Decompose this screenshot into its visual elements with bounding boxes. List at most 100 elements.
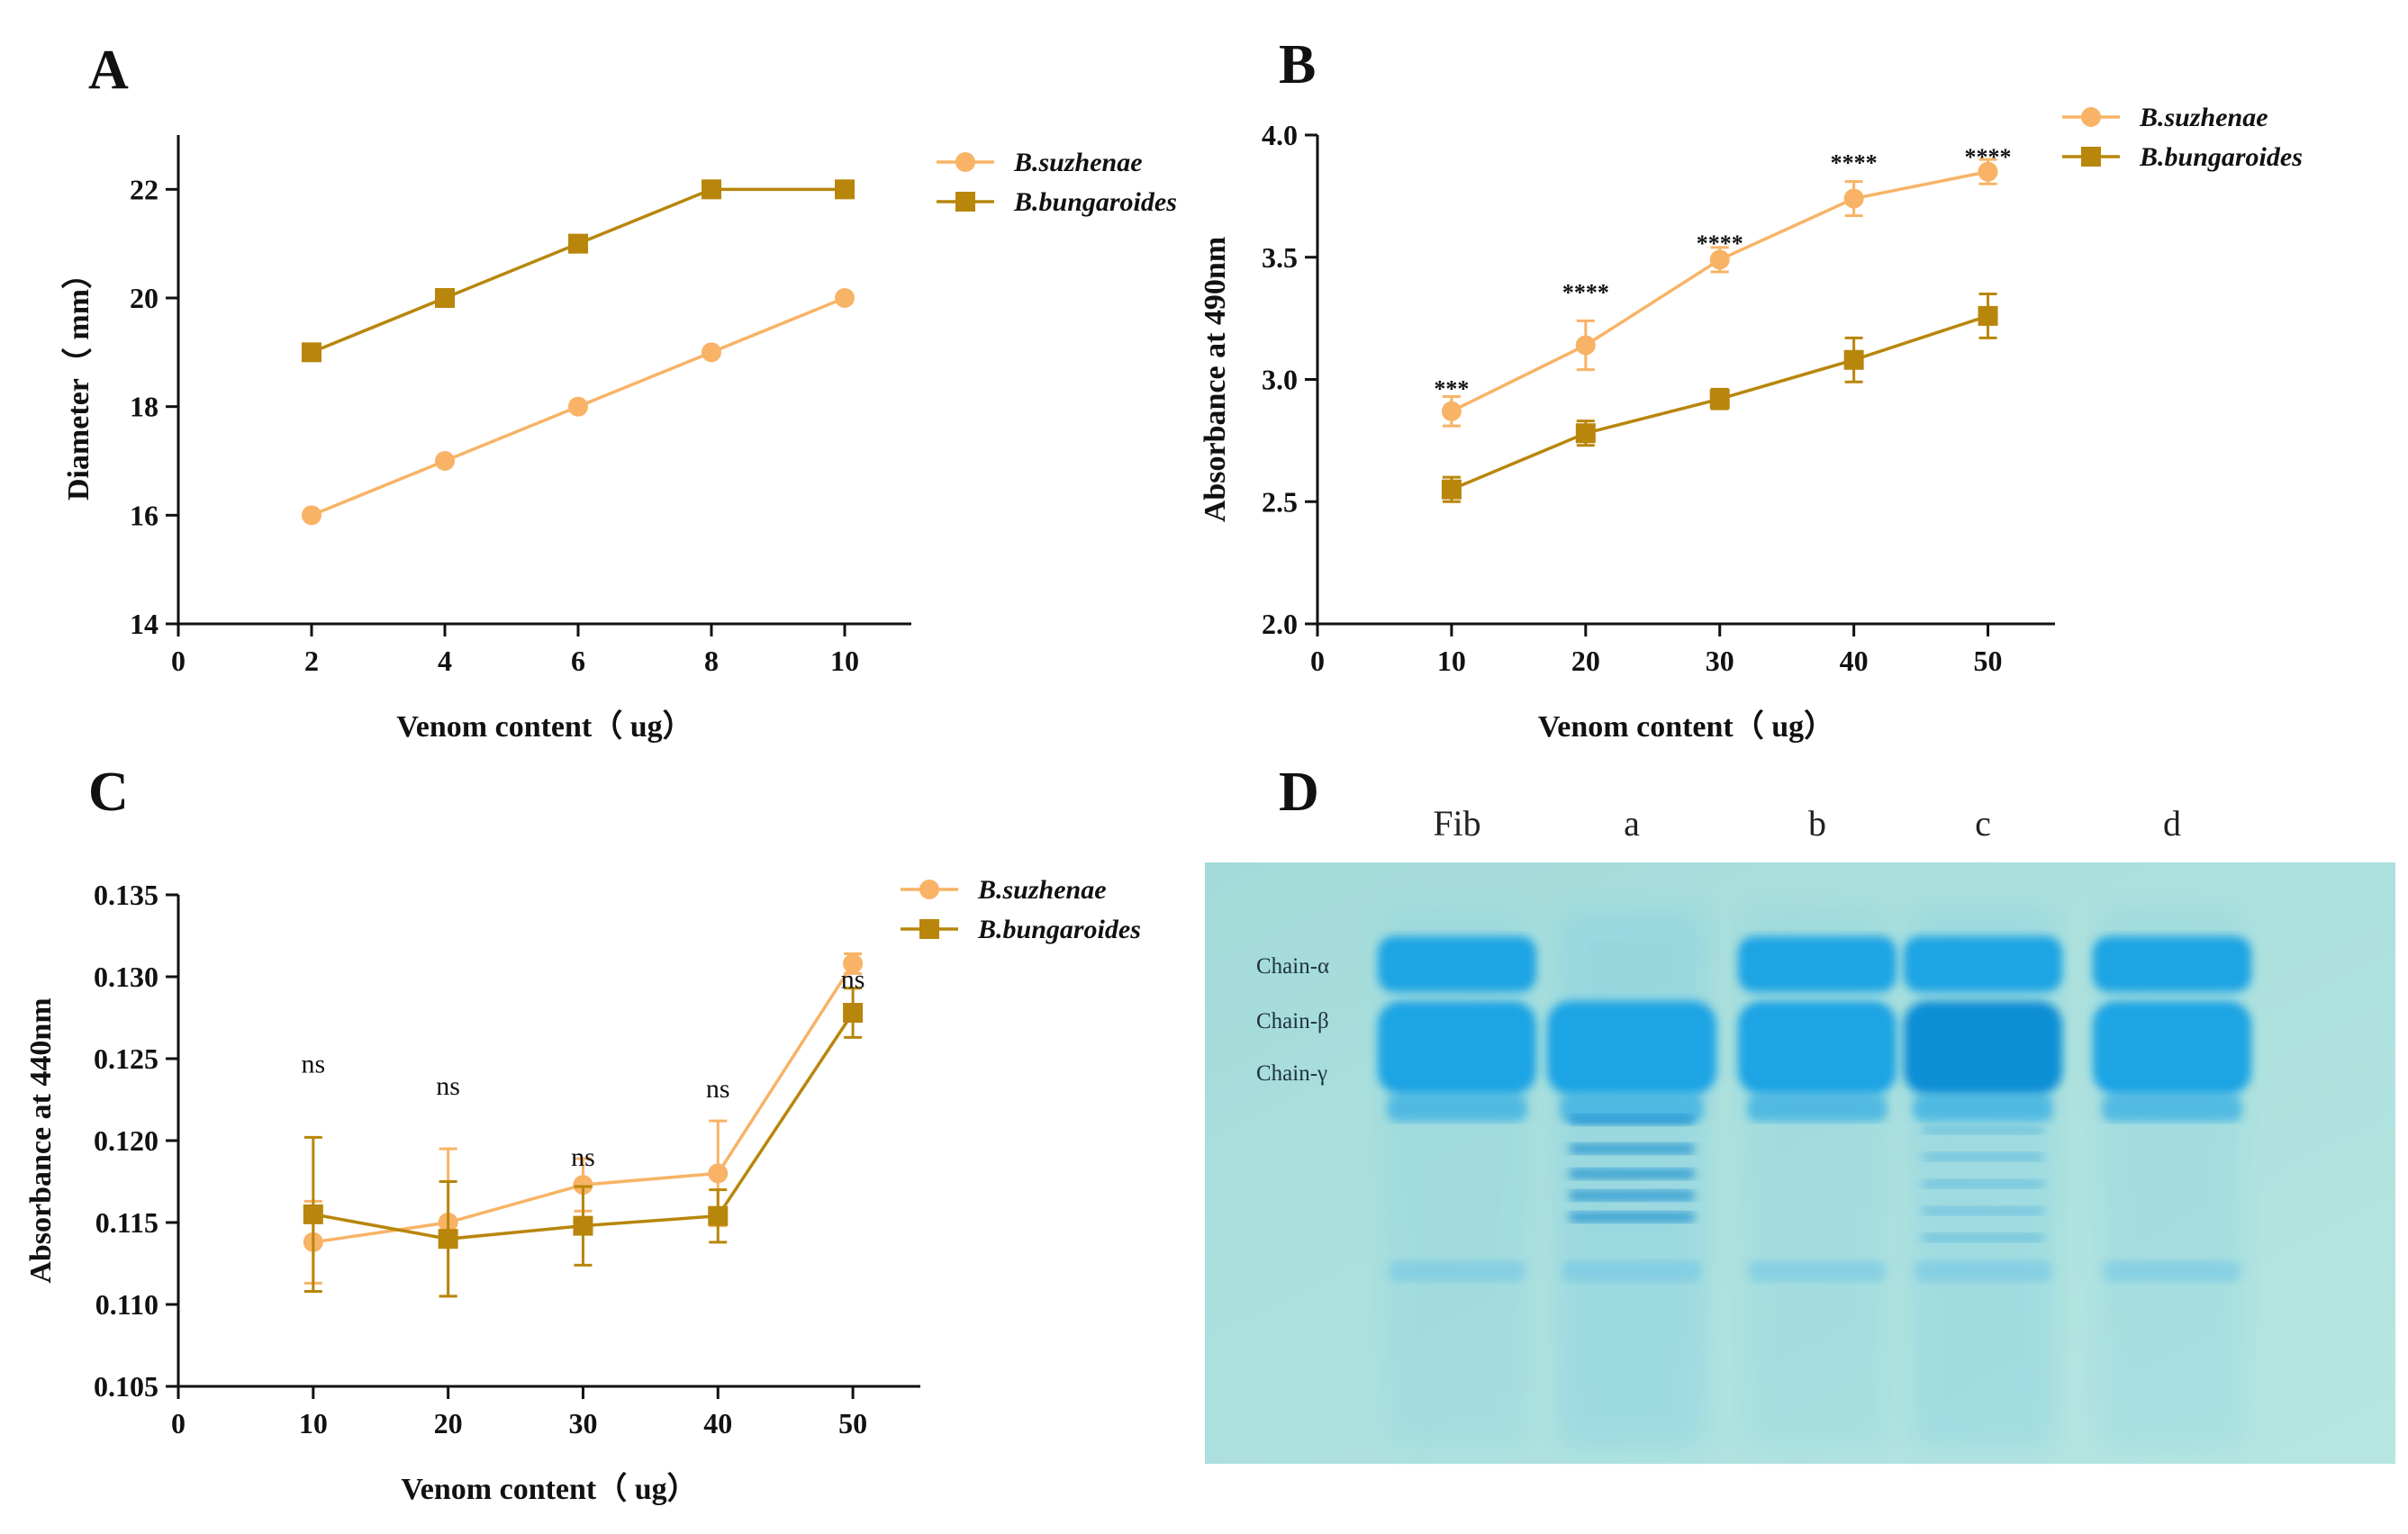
gel-band-sub xyxy=(1913,1095,2053,1122)
y-tick-label-c: 0.135 xyxy=(94,879,158,911)
chain-label-alpha: Chain-α xyxy=(1256,954,1329,979)
legend-label-b: B.bungaroides xyxy=(2139,142,2303,172)
point-suzhenae-a xyxy=(435,451,455,471)
x-tick-label-a: 8 xyxy=(704,645,719,677)
y-tick-label-b: 2.0 xyxy=(1262,608,1298,640)
y-axis-title-a: Diameter（ mm） xyxy=(60,258,95,501)
point-suzhenae-a xyxy=(702,342,721,363)
point-bungaroides-c xyxy=(573,1215,593,1236)
significance-label-b: **** xyxy=(1831,150,1878,176)
point-bungaroides-b xyxy=(1709,389,1730,410)
y-tick-label-c: 0.130 xyxy=(94,961,158,993)
point-bungaroides-c xyxy=(303,1204,323,1224)
significance-label-c: ns xyxy=(436,1071,460,1101)
y-tick-label-c: 0.110 xyxy=(95,1288,158,1321)
legend-item-suzhenae-a: B.suzhenae xyxy=(937,148,1143,177)
point-suzhenae-b xyxy=(1441,401,1462,421)
significance-label-c: ns xyxy=(301,1049,325,1078)
gel-low-band xyxy=(1915,1260,2051,1282)
point-bungaroides-a xyxy=(568,233,588,254)
x-tick-label-c: 30 xyxy=(568,1407,597,1439)
x-tick-label-a: 6 xyxy=(571,645,585,677)
y-tick-label-a: 16 xyxy=(130,499,158,531)
significance-label-b: **** xyxy=(1697,230,1743,257)
chain-label-beta: Chain-β xyxy=(1256,1009,1329,1033)
gel-band-sub xyxy=(2102,1095,2242,1122)
gel-lane-4 xyxy=(2093,909,2251,1449)
legend-label-a: B.bungaroides xyxy=(1013,187,1177,217)
panel-letter-a: A xyxy=(88,40,129,101)
legend-item-bungaroides-a: B.bungaroides xyxy=(937,187,1177,217)
gel-ladder-band xyxy=(1569,1190,1695,1201)
legend-item-suzhenae-c: B.suzhenae xyxy=(901,875,1107,905)
gel-low-band xyxy=(1562,1260,1702,1282)
gel-band-sub xyxy=(1387,1095,1527,1122)
significance-label-c: ns xyxy=(571,1142,595,1172)
panel-d: D Fib a b c d Chain-α Chain-β Chain-γ xyxy=(1205,762,2395,1464)
panel-a: A 14 16 18 20 22 0 2 4 6 8 10 Venom content（ ug） Dia… xyxy=(60,40,1177,744)
point-suzhenae-a xyxy=(302,505,321,526)
point-suzhenae-c xyxy=(573,1175,593,1196)
x-tick-label-c: 0 xyxy=(171,1407,186,1439)
y-tick-label-c: 0.105 xyxy=(94,1370,158,1403)
lane-label-fib: Fib xyxy=(1433,803,1480,844)
significance-label-b: **** xyxy=(1562,279,1609,305)
legend-marker-c xyxy=(919,880,939,899)
gel-ladder-band xyxy=(1569,1212,1695,1223)
significance-label-c: ns xyxy=(706,1074,730,1104)
point-suzhenae-a xyxy=(568,396,588,417)
y-axis-title-c: Absorbance at 440nm xyxy=(24,997,58,1283)
legend-label-c: B.suzhenae xyxy=(977,875,1107,905)
y-tick-label-a: 22 xyxy=(130,173,158,205)
gel-band-beta-gamma xyxy=(1378,1001,1536,1095)
gel-bands xyxy=(1378,909,2251,1449)
point-suzhenae-b xyxy=(1843,188,1864,209)
gel-band-alpha xyxy=(1904,936,2062,992)
gel-band-beta-gamma xyxy=(1738,1001,1897,1095)
legend-item-bungaroides-c: B.bungaroides xyxy=(901,915,1141,944)
legend-marker-b xyxy=(2081,107,2101,127)
lane-label-d: d xyxy=(2163,803,2181,844)
gel-lane-1 xyxy=(1547,909,1716,1449)
x-tick-label-c: 40 xyxy=(703,1407,732,1439)
gel-low-band xyxy=(1749,1260,1886,1282)
point-bungaroides-c xyxy=(708,1205,729,1226)
y-tick-label-b: 2.5 xyxy=(1262,485,1298,518)
gel-lane-0 xyxy=(1378,909,1536,1449)
x-tick-label-a: 0 xyxy=(171,645,186,677)
x-tick-label-c: 10 xyxy=(299,1407,328,1439)
gel-ladder-band xyxy=(1922,1152,2044,1161)
point-bungaroides-a xyxy=(702,179,721,200)
y-axis-title-b: Absorbance at 490nm xyxy=(1199,237,1232,522)
x-tick-label-a: 4 xyxy=(438,645,452,677)
chart-b-plot: 2.0 2.5 3.0 3.5 4.0 0 10 20 30 40 50 Venom content（… xyxy=(1199,103,2303,744)
point-suzhenae-c xyxy=(843,953,864,974)
series-line-bungaroides-a xyxy=(311,187,845,354)
point-bungaroides-a xyxy=(302,342,321,363)
point-bungaroides-a xyxy=(835,179,855,200)
legend-marker-a xyxy=(955,152,975,172)
x-tick-label-a: 10 xyxy=(830,645,859,677)
point-bungaroides-b xyxy=(1441,479,1462,500)
y-tick-label-c: 0.125 xyxy=(94,1042,158,1075)
x-tick-label-a: 2 xyxy=(304,645,319,677)
gel-image xyxy=(1205,862,2395,1464)
x-tick-label-b: 50 xyxy=(1974,645,2003,677)
gel-chain-labels: Chain-α Chain-β Chain-γ xyxy=(1256,954,1329,1086)
lane-label-b: b xyxy=(1808,803,1826,844)
gel-band-beta-gamma xyxy=(1547,1001,1716,1095)
gel-ladder-band xyxy=(1922,1179,2044,1188)
gel-band-sub xyxy=(1747,1095,1887,1122)
chart-c-plot: 0.105 0.110 0.115 0.120 0.125 0.130 0.135 0 10 20… xyxy=(24,875,1141,1506)
gel-lane-labels: Fib a b c d xyxy=(1433,803,2181,844)
point-bungaroides-b xyxy=(1978,305,1998,326)
legend-label-b: B.suzhenae xyxy=(2139,103,2268,132)
point-suzhenae-b xyxy=(1575,335,1596,356)
point-bungaroides-a xyxy=(435,288,455,308)
legend-label-a: B.suzhenae xyxy=(1013,148,1143,177)
gel-lane-2 xyxy=(1738,909,1897,1449)
x-tick-label-b: 30 xyxy=(1706,645,1734,677)
significance-label-b: *** xyxy=(1434,376,1469,402)
significance-label-c: ns xyxy=(841,965,865,995)
